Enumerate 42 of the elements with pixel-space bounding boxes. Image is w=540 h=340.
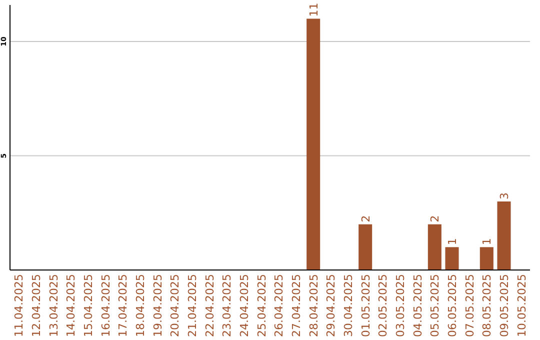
x-tick-label: 10.05.2025	[515, 274, 528, 337]
x-tick-label: 20.04.2025	[168, 274, 182, 337]
x-tick-label: 16.04.2025	[99, 274, 112, 337]
x-tick-label: 30.04.2025	[342, 274, 355, 337]
x-tick-label: 02.05.2025	[376, 274, 390, 337]
x-tick-label: 14.04.2025	[64, 274, 78, 337]
x-tick-label: 21.04.2025	[186, 274, 199, 337]
x-tick-label: 28.04.2025	[307, 274, 320, 337]
x-tick-label: 03.05.2025	[394, 274, 407, 337]
data-label: 1	[446, 238, 459, 246]
x-tick-label: 24.04.2025	[238, 274, 251, 337]
x-tick-label: 06.05.2025	[446, 274, 459, 337]
x-tick-label: 05.05.2025	[428, 274, 442, 337]
x-tick-label: 19.04.2025	[151, 274, 164, 337]
data-label: 11	[307, 2, 320, 17]
data-label: 1	[480, 238, 494, 246]
x-tick-label: 11.04.2025	[12, 274, 26, 337]
x-tick-label: 15.04.2025	[82, 274, 95, 337]
x-tick-label: 09.05.2025	[498, 274, 511, 337]
x-tick-label: 01.05.2025	[359, 274, 372, 337]
bar	[428, 224, 442, 270]
bar	[358, 224, 372, 270]
data-label: 2	[359, 215, 372, 222]
x-tick-label: 27.04.2025	[290, 274, 303, 337]
x-tick-label: 17.04.2025	[116, 274, 130, 337]
bar	[497, 201, 511, 270]
bar	[445, 247, 459, 270]
bar	[480, 247, 494, 270]
x-tick-label: 07.05.2025	[463, 274, 476, 337]
data-label: 2	[428, 215, 442, 222]
x-tick-label: 23.04.2025	[220, 274, 234, 337]
x-tick-label: 08.05.2025	[480, 274, 494, 337]
x-tick-label: 13.04.2025	[47, 274, 60, 337]
x-tick-label: 29.04.2025	[324, 274, 338, 337]
x-tick-label: 25.04.2025	[255, 274, 268, 337]
x-tick-label: 04.05.2025	[411, 274, 424, 337]
data-label: 3	[498, 192, 511, 200]
x-tick-label: 12.04.2025	[30, 274, 43, 337]
x-tick-label: 26.04.2025	[272, 274, 286, 337]
bar	[306, 18, 320, 270]
x-tick-label: 18.04.2025	[134, 274, 147, 337]
x-tick-label: 22.04.2025	[203, 274, 216, 337]
